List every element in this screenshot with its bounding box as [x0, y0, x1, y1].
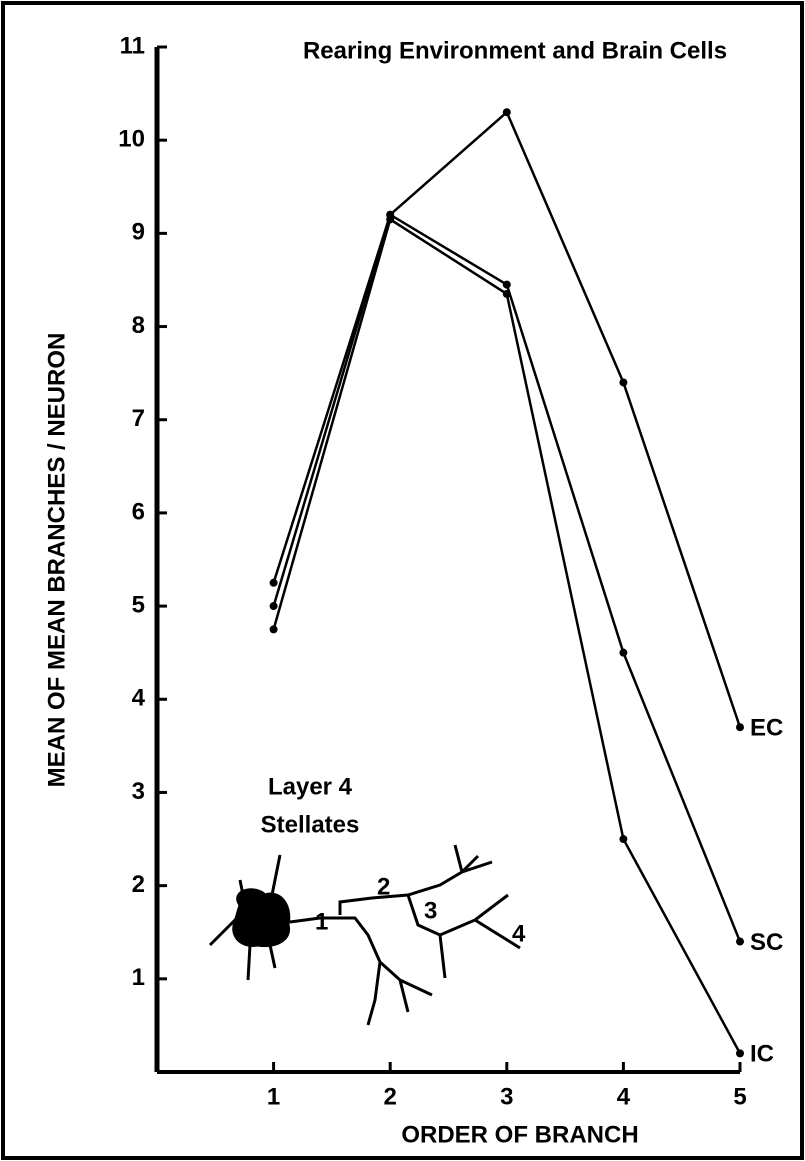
legend-label: IC [750, 1041, 774, 1068]
point [736, 938, 744, 946]
y-axis-label: MEAN OF MEAN BRANCHES / NEURON [43, 333, 70, 788]
chart-title: Rearing Environment and Brain Cells [303, 37, 727, 64]
y-tick-label: 3 [132, 778, 145, 805]
point [619, 378, 627, 386]
x-tick-label: 3 [500, 1083, 513, 1110]
x-tick-label: 5 [733, 1083, 746, 1110]
annotation: Layer 4 [268, 773, 353, 800]
legend-label: EC [750, 715, 783, 742]
x-tick-label: 4 [617, 1083, 631, 1110]
y-tick-label: 9 [132, 219, 145, 246]
point [270, 579, 278, 587]
diagram-label: 4 [512, 920, 526, 947]
y-tick-label: 1 [132, 964, 145, 991]
y-tick-label: 6 [132, 498, 145, 525]
point [503, 290, 511, 298]
annotation: Stellates [261, 811, 360, 838]
point [619, 649, 627, 657]
x-tick-label: 2 [384, 1083, 397, 1110]
series-line [274, 219, 740, 1053]
point [270, 602, 278, 610]
point [619, 835, 627, 843]
y-tick-label: 2 [132, 871, 145, 898]
point [503, 108, 511, 116]
chart: Rearing Environment and Brain Cells ORDE… [0, 0, 805, 1161]
point [736, 723, 744, 731]
y-tick-label: 11 [120, 32, 145, 59]
y-tick-label: 10 [118, 126, 145, 153]
point [503, 281, 511, 289]
neuron-drawing [210, 845, 520, 1025]
y-tick-label: 4 [132, 685, 146, 712]
y-tick-label: 5 [132, 591, 145, 618]
legend-label: SC [750, 929, 783, 956]
point [736, 1049, 744, 1057]
diagram-label: 2 [377, 873, 390, 900]
series-line [274, 112, 740, 727]
diagram-label: 1 [315, 908, 328, 935]
diagram-label: 3 [424, 897, 437, 924]
x-axis-label: ORDER OF BRANCH [401, 1121, 638, 1148]
x-tick-label: 1 [267, 1083, 280, 1110]
y-tick-label: 8 [132, 312, 145, 339]
point [270, 625, 278, 633]
y-tick-label: 7 [132, 405, 145, 432]
point [386, 215, 394, 223]
